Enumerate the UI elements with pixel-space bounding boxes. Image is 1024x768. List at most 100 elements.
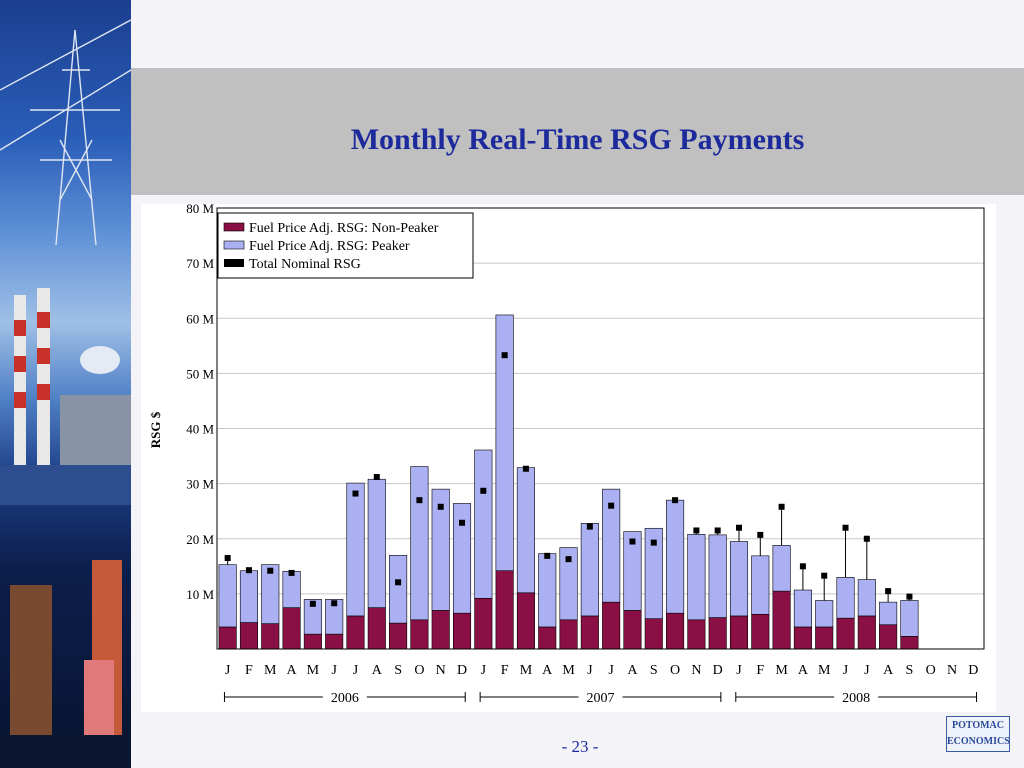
bar-non-peaker — [623, 610, 642, 650]
total-nominal-marker — [799, 563, 806, 570]
legend: Fuel Price Adj. RSG: Non-Peaker Fuel Pri… — [217, 212, 474, 279]
total-nominal-marker — [821, 572, 828, 579]
bar-non-peaker — [538, 626, 557, 650]
bar-non-peaker — [687, 619, 706, 650]
bar-peaker — [644, 527, 663, 619]
total-nominal-marker — [459, 519, 466, 526]
x-tick-label: M — [775, 663, 788, 678]
industrial-scene-illustration — [0, 19, 131, 768]
total-nominal-marker — [288, 569, 295, 576]
bar-peaker — [239, 570, 258, 623]
x-tick-label: A — [372, 663, 383, 678]
bar-non-peaker — [836, 617, 855, 650]
x-tick-label: D — [457, 663, 467, 678]
y-tick-label: 20 M — [186, 532, 214, 547]
bar-non-peaker — [474, 597, 493, 650]
x-tick-label: F — [756, 663, 764, 678]
bar-non-peaker — [431, 610, 450, 650]
bar-peaker — [410, 466, 429, 621]
bar-peaker — [666, 499, 685, 614]
total-nominal-marker — [629, 538, 636, 545]
bar-non-peaker — [239, 622, 258, 650]
bar-non-peaker — [559, 619, 578, 650]
bar-peaker — [452, 503, 472, 614]
total-nominal-marker — [778, 503, 785, 510]
bar-peaker — [836, 577, 855, 619]
x-tick-label: N — [947, 663, 957, 678]
bar-peaker — [687, 534, 706, 621]
bar-non-peaker — [303, 633, 322, 650]
total-nominal-marker — [735, 524, 742, 531]
plot-frame — [216, 207, 985, 650]
bar-peaker — [623, 531, 642, 611]
x-tick-label: M — [562, 663, 575, 678]
bar-peaker — [389, 554, 408, 624]
bar-peaker — [580, 523, 599, 617]
year-label: 2006 — [331, 691, 359, 706]
total-nominal-marker — [608, 502, 615, 509]
bar-peaker — [303, 599, 322, 635]
bar-peaker — [495, 314, 514, 572]
bar-non-peaker — [516, 592, 535, 650]
bar-peaker — [751, 555, 770, 615]
x-tick-label: J — [225, 663, 231, 678]
total-nominal-marker — [501, 352, 508, 359]
logo-line-2: ECONOMICS — [947, 736, 1010, 747]
total-nominal-marker — [885, 588, 892, 595]
bar-non-peaker — [644, 618, 663, 650]
legend-label-total: Total Nominal RSG — [249, 257, 361, 272]
x-tick-label: N — [436, 663, 446, 678]
bar-peaker — [793, 589, 812, 628]
legend-box — [217, 212, 474, 279]
bar-non-peaker — [815, 626, 834, 650]
x-tick-label: S — [394, 663, 402, 678]
x-tick-label: M — [818, 663, 831, 678]
bar-non-peaker — [410, 619, 429, 650]
total-nominal-marker — [224, 555, 231, 562]
bar-peaker — [815, 600, 834, 628]
x-tick-label: J — [843, 663, 849, 678]
total-nominal-marker — [416, 497, 423, 504]
bar-peaker — [516, 467, 535, 594]
legend-swatch-peaker — [223, 240, 245, 250]
x-tick-label: D — [713, 663, 723, 678]
bar-non-peaker — [346, 615, 365, 650]
x-tick-label: N — [691, 663, 701, 678]
bar-non-peaker — [729, 615, 749, 650]
total-nominal-marker — [714, 527, 721, 534]
total-nominal-marker — [309, 600, 316, 607]
bar-peaker — [325, 599, 344, 635]
y-tick-label: 70 M — [186, 256, 214, 271]
x-tick-label: A — [287, 663, 298, 678]
total-nominal-marker — [906, 593, 913, 600]
bar-non-peaker — [772, 590, 791, 650]
bar-non-peaker — [900, 636, 919, 650]
y-tick-label: 80 M — [186, 204, 214, 216]
bar-peaker — [282, 570, 301, 608]
bar-non-peaker — [793, 626, 812, 650]
x-tick-label: J — [736, 663, 742, 678]
bar-non-peaker — [367, 607, 386, 650]
x-tick-label: S — [906, 663, 914, 678]
y-tick-labels: 10 M 20 M 30 M 40 M 50 M 60 M 70 M 80 M — [186, 201, 214, 602]
bar-non-peaker — [389, 622, 408, 650]
y-tick-label: 50 M — [186, 366, 214, 381]
year-label: 2007 — [587, 691, 615, 706]
total-markers — [224, 352, 913, 607]
total-nominal-marker — [373, 474, 380, 481]
year-brackets: 2006 2007 2008 — [223, 691, 978, 706]
x-tick-label: M — [307, 663, 320, 678]
total-nominal-marker — [245, 567, 252, 574]
total-nominal-marker — [395, 579, 402, 586]
bar-peaker — [474, 449, 493, 599]
bar-peaker — [602, 488, 621, 603]
potomac-economics-logo: POTOMAC ECONOMICS — [946, 716, 1010, 752]
bar-peaker — [261, 564, 280, 624]
total-nominal-marker — [586, 523, 593, 530]
bar-non-peaker — [218, 626, 237, 650]
x-tick-label: A — [627, 663, 638, 678]
year-label: 2008 — [842, 691, 870, 706]
slide-title: Monthly Real-Time RSG Payments — [350, 123, 805, 156]
bar-non-peaker — [325, 633, 344, 650]
